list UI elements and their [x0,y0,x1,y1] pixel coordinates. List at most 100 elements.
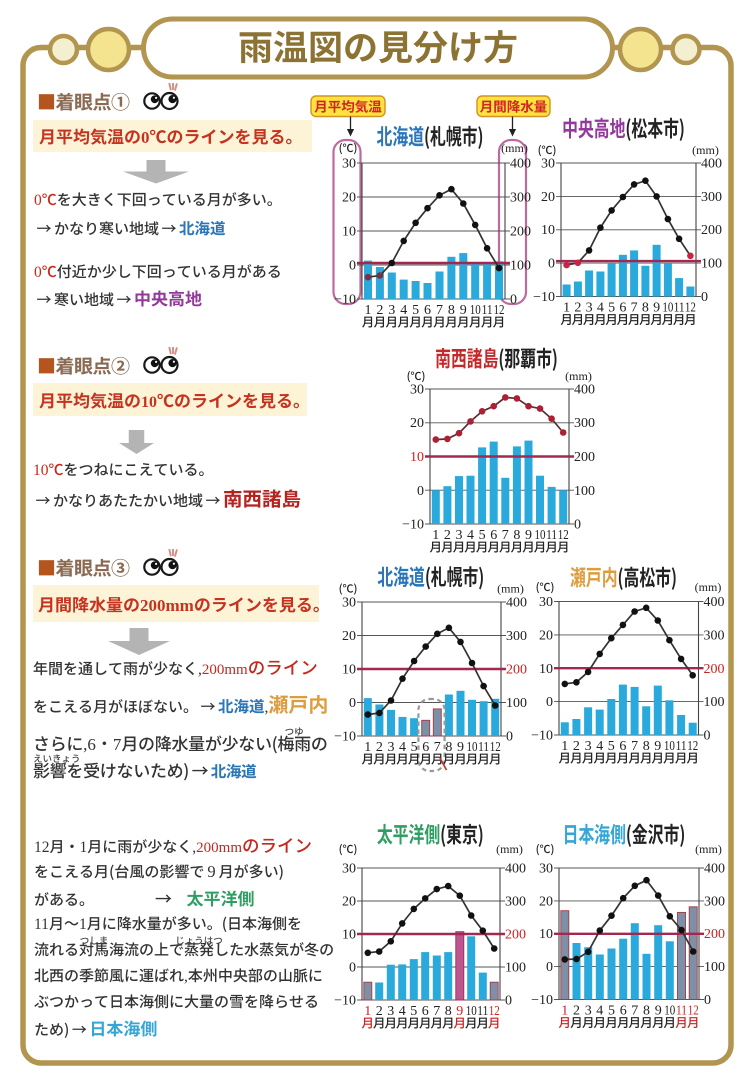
svg-text:3: 3 [585,739,592,754]
svg-text:0: 0 [349,259,356,274]
svg-text:(mm): (mm) [565,369,592,383]
svg-text:2: 2 [376,303,383,318]
svg-text:−10: −10 [531,993,553,1008]
svg-text:200: 200 [701,223,722,238]
svg-text:月: 月 [469,312,482,331]
svg-text:月: 月 [582,1012,595,1031]
svg-text:8: 8 [642,301,649,316]
svg-text:30: 30 [342,157,356,172]
svg-text:月: 月 [559,748,572,767]
svg-text:2: 2 [376,740,383,755]
svg-text:5: 5 [411,740,418,755]
svg-text:月: 月 [466,749,479,768]
svg-text:月: 月 [386,312,399,331]
svg-text:6: 6 [424,303,431,318]
svg-text:−10: −10 [402,518,424,533]
svg-text:月: 月 [582,748,595,767]
svg-text:月: 月 [675,1012,688,1031]
svg-text:(℃): (℃) [339,841,358,857]
svg-text:20: 20 [539,894,553,909]
svg-text:1: 1 [561,739,568,754]
svg-text:20: 20 [342,895,356,910]
svg-text:10: 10 [539,927,553,942]
svg-text:月: 月 [559,1012,572,1031]
svg-text:6: 6 [619,301,626,316]
svg-text:(℃): (℃) [407,368,426,384]
svg-text:8: 8 [448,303,455,318]
svg-text:月: 月 [397,312,410,331]
svg-text:10: 10 [541,223,555,238]
svg-text:10: 10 [470,303,481,318]
svg-text:400: 400 [704,595,725,610]
svg-text:1: 1 [561,1004,568,1019]
svg-text:7: 7 [436,303,443,318]
svg-text:月: 月 [593,748,606,767]
svg-text:20: 20 [342,191,356,206]
svg-text:月: 月 [488,1013,501,1032]
svg-text:9: 9 [525,528,532,543]
svg-text:11: 11 [478,740,489,755]
svg-text:月: 月 [396,749,409,768]
svg-text:10: 10 [342,928,356,943]
svg-text:200: 200 [505,928,526,943]
svg-text:12: 12 [489,1004,500,1019]
svg-text:月: 月 [419,749,432,768]
svg-text:月: 月 [640,748,653,767]
svg-text:0: 0 [546,960,553,975]
svg-text:300: 300 [574,416,595,431]
svg-text:月: 月 [560,309,573,328]
svg-text:30: 30 [539,862,553,877]
svg-text:20: 20 [539,628,553,643]
svg-text:30: 30 [541,157,555,172]
svg-text:1: 1 [365,303,372,318]
svg-text:1: 1 [563,301,570,316]
svg-text:0: 0 [548,257,555,272]
svg-text:1: 1 [432,528,439,543]
svg-text:2: 2 [573,1004,580,1019]
svg-text:4: 4 [596,1004,603,1019]
svg-text:100: 100 [704,960,725,975]
svg-text:100: 100 [510,259,531,274]
svg-text:月: 月 [493,312,506,331]
svg-text:南西諸島(那覇市): 南西諸島(那覇市) [435,341,558,373]
svg-text:9: 9 [457,740,464,755]
svg-text:5: 5 [410,1004,417,1019]
svg-text:月: 月 [373,749,386,768]
svg-text:0: 0 [701,290,708,305]
svg-text:10: 10 [664,1004,675,1019]
svg-text:0: 0 [704,993,711,1008]
svg-text:10: 10 [342,663,356,678]
svg-text:300: 300 [510,191,531,206]
svg-text:月間降水量: 月間降水量 [480,96,548,116]
svg-text:0: 0 [417,484,424,499]
svg-text:6: 6 [422,1004,429,1019]
svg-text:4: 4 [399,740,406,755]
svg-text:4: 4 [596,739,603,754]
svg-text:月: 月 [650,309,663,328]
svg-text:12: 12 [490,740,501,755]
svg-text:300: 300 [506,629,527,644]
svg-text:月: 月 [640,1012,653,1031]
svg-text:月: 月 [499,537,512,556]
svg-text:6: 6 [490,528,497,543]
svg-text:400: 400 [505,862,526,877]
svg-text:月: 月 [687,1012,700,1031]
svg-text:30: 30 [539,595,553,610]
svg-text:北海道(札幌市): 北海道(札幌市) [377,119,484,151]
svg-text:9: 9 [456,1004,463,1019]
svg-text:月: 月 [673,309,686,328]
svg-text:(℃): (℃) [536,841,555,857]
svg-text:8: 8 [643,739,650,754]
svg-text:400: 400 [704,862,725,877]
svg-text:月: 月 [477,749,490,768]
svg-text:10: 10 [466,1004,477,1019]
svg-text:月: 月 [481,312,494,331]
svg-text:300: 300 [701,190,722,205]
svg-text:月: 月 [686,748,699,767]
svg-text:7: 7 [631,1004,638,1019]
svg-text:3: 3 [585,1004,592,1019]
svg-text:10: 10 [535,528,546,543]
svg-text:11: 11 [676,1004,687,1019]
svg-text:30: 30 [342,862,356,877]
svg-text:(mm): (mm) [496,842,523,856]
